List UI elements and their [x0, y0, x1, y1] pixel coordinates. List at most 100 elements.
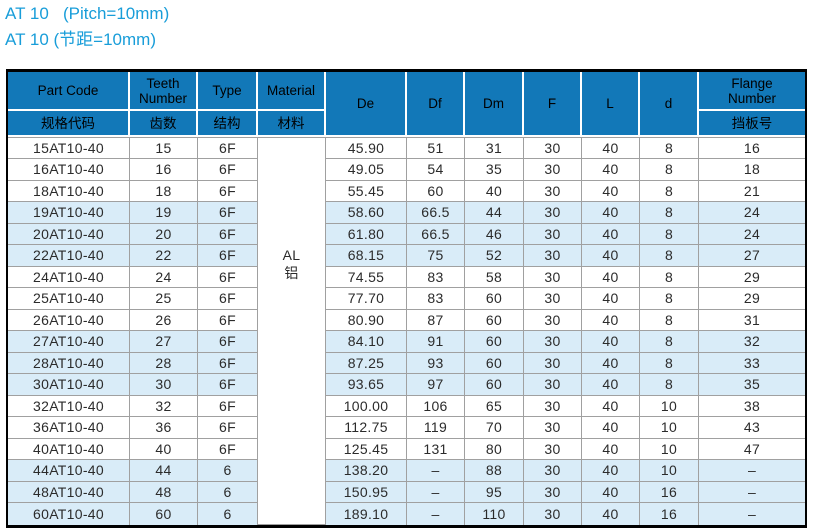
cell-flange: 43 — [699, 417, 805, 439]
cell-de: 138.20 — [326, 460, 407, 482]
cell-l: 40 — [582, 503, 640, 525]
cell-dm: 80 — [465, 438, 524, 460]
cell-de: 112.75 — [326, 417, 407, 439]
table-row: 16AT10-40 16 6F 49.05 54 35 30 40 8 18 — [8, 159, 805, 181]
cell-flange: – — [699, 481, 805, 503]
cell-type: 6F — [198, 266, 258, 288]
cell-teeth: 27 — [130, 331, 198, 353]
cell-type: 6F — [198, 137, 258, 159]
cell-teeth: 36 — [130, 417, 198, 439]
cell-flange: 29 — [699, 288, 805, 310]
cell-flange: 18 — [699, 159, 805, 181]
cell-dm: 65 — [465, 395, 524, 417]
title-line-zh: AT 10 (节距=10mm) — [5, 30, 156, 49]
table-row: 19AT10-40 19 6F 58.60 66.5 44 30 40 8 24 — [8, 202, 805, 224]
cell-part-code: 19AT10-40 — [8, 202, 130, 224]
cell-dm: 60 — [465, 352, 524, 374]
cell-dm: 44 — [465, 202, 524, 224]
cell-de: 93.65 — [326, 374, 407, 396]
cell-f: 30 — [524, 438, 582, 460]
cell-flange: 29 — [699, 266, 805, 288]
cell-part-code: 40AT10-40 — [8, 438, 130, 460]
cell-d: 10 — [640, 460, 699, 482]
header-part-code-en: Part Code — [8, 72, 130, 111]
table-row: 25AT10-40 25 6F 77.70 83 60 30 40 8 29 — [8, 288, 805, 310]
table-row: 27AT10-40 27 6F 84.10 91 60 30 40 8 32 — [8, 331, 805, 353]
cell-teeth: 25 — [130, 288, 198, 310]
cell-type: 6F — [198, 309, 258, 331]
table-row: 20AT10-40 20 6F 61.80 66.5 46 30 40 8 24 — [8, 223, 805, 245]
material-value-zh: 铝 — [284, 265, 299, 281]
cell-flange: 38 — [699, 395, 805, 417]
header-teeth-en: Teeth Number — [130, 72, 198, 111]
cell-f: 30 — [524, 460, 582, 482]
header-row-zh: 规格代码 齿数 结构 材料 挡板号 — [8, 111, 805, 137]
cell-part-code: 24AT10-40 — [8, 266, 130, 288]
cell-type: 6 — [198, 503, 258, 525]
table-row: 30AT10-40 30 6F 93.65 97 60 30 40 8 35 — [8, 374, 805, 396]
header-material-en: Material — [258, 72, 326, 111]
cell-part-code: 22AT10-40 — [8, 245, 130, 267]
cell-type: 6F — [198, 202, 258, 224]
cell-d: 8 — [640, 137, 699, 159]
material-value-en: AL — [282, 247, 301, 263]
cell-type: 6F — [198, 395, 258, 417]
cell-l: 40 — [582, 481, 640, 503]
cell-d: 10 — [640, 417, 699, 439]
header-row-en: Part Code Teeth Number Type Material De … — [8, 72, 805, 137]
header-part-code-zh: 规格代码 — [8, 111, 130, 137]
table-row: 26AT10-40 26 6F 80.90 87 60 30 40 8 31 — [8, 309, 805, 331]
table-header: Part Code Teeth Number Type Material De … — [8, 72, 805, 137]
cell-type: 6 — [198, 481, 258, 503]
header-type-en: Type — [198, 72, 258, 111]
cell-type: 6 — [198, 460, 258, 482]
cell-l: 40 — [582, 288, 640, 310]
cell-de: 58.60 — [326, 202, 407, 224]
cell-part-code: 32AT10-40 — [8, 395, 130, 417]
cell-dm: 31 — [465, 137, 524, 159]
cell-flange: 27 — [699, 245, 805, 267]
cell-d: 8 — [640, 202, 699, 224]
cell-f: 30 — [524, 266, 582, 288]
cell-d: 8 — [640, 309, 699, 331]
table-row: 60AT10-40 60 6 189.10–110 30 40 16– — [8, 503, 805, 525]
cell-part-code: 16AT10-40 — [8, 159, 130, 181]
pulley-spec-table: Part Code Teeth Number Type Material De … — [6, 69, 807, 528]
cell-flange: – — [699, 460, 805, 482]
header-d: d — [640, 72, 699, 137]
cell-part-code: 20AT10-40 — [8, 223, 130, 245]
cell-df: 106 — [407, 395, 465, 417]
cell-f: 30 — [524, 288, 582, 310]
header-dm: Dm — [465, 72, 524, 137]
cell-de: 61.80 — [326, 223, 407, 245]
cell-df: 83 — [407, 288, 465, 310]
cell-flange: 35 — [699, 374, 805, 396]
cell-teeth: 22 — [130, 245, 198, 267]
title-line-en: AT 10 (Pitch=10mm) — [5, 4, 170, 23]
table-row: 28AT10-40 28 6F 87.25 93 60 30 40 8 33 — [8, 352, 805, 374]
header-l: L — [582, 72, 640, 137]
cell-dm: 58 — [465, 266, 524, 288]
cell-f: 30 — [524, 503, 582, 525]
cell-de: 55.45 — [326, 180, 407, 202]
cell-type: 6F — [198, 223, 258, 245]
cell-type: 6F — [198, 331, 258, 353]
cell-type: 6F — [198, 159, 258, 181]
cell-d: 8 — [640, 266, 699, 288]
header-flange-en: Flange Number — [699, 72, 805, 111]
cell-df: 60 — [407, 180, 465, 202]
cell-d: 8 — [640, 245, 699, 267]
cell-de: 49.05 — [326, 159, 407, 181]
cell-de: 74.55 — [326, 266, 407, 288]
table-row: 44AT10-40 44 6 138.20–88 30 40 10– — [8, 460, 805, 482]
cell-flange: 32 — [699, 331, 805, 353]
cell-dm: 95 — [465, 481, 524, 503]
table-body: 15AT10-40 15 6F AL 铝 45.90 51 31 30 40 8 16 16AT10-4… — [8, 137, 805, 525]
cell-f: 30 — [524, 374, 582, 396]
cell-dm: 60 — [465, 331, 524, 353]
cell-de: 84.10 — [326, 331, 407, 353]
cell-dm: 40 — [465, 180, 524, 202]
cell-d: 8 — [640, 288, 699, 310]
cell-df: – — [407, 460, 465, 482]
cell-teeth: 16 — [130, 159, 198, 181]
